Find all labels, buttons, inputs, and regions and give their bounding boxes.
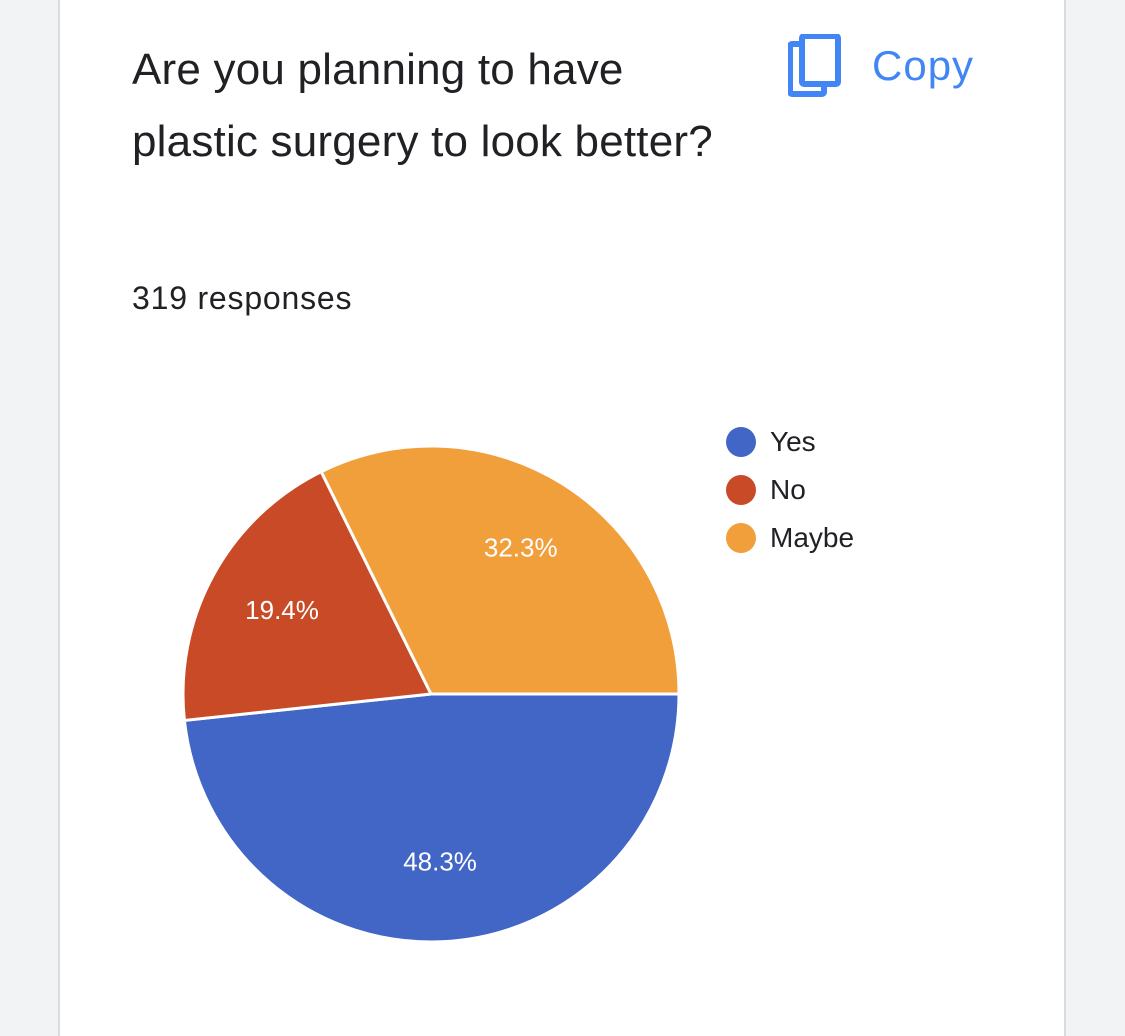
legend-label-maybe: Maybe <box>770 522 855 553</box>
copy-chart-button[interactable]: Copy <box>788 34 974 98</box>
legend-item-maybe: Maybe <box>726 514 854 562</box>
question-title: Are you planning to have plastic surgery… <box>132 45 713 166</box>
legend-item-no: No <box>726 466 854 514</box>
legend-item-yes: Yes <box>726 418 854 466</box>
question-card: Are you planning to have plastic surgery… <box>58 0 1066 1036</box>
copy-label: Copy <box>872 42 975 89</box>
legend-swatch-maybe <box>726 523 756 553</box>
pie-label-maybe: 32.3% <box>484 532 558 562</box>
pie-label-yes: 48.3% <box>403 847 477 877</box>
legend-swatch-no <box>726 475 756 505</box>
pie-label-no: 19.4% <box>245 595 319 625</box>
pie-slice-yes <box>182 692 681 944</box>
copy-icon <box>788 34 841 97</box>
chart-legend: Yes No Maybe <box>726 418 854 562</box>
response-count: 319 responses <box>132 280 353 316</box>
legend-label-no: No <box>770 474 806 505</box>
legend-swatch-yes <box>726 427 756 457</box>
pie-slice-no <box>181 470 433 722</box>
pie-chart: 48.3% 19.4% 32.3% <box>181 444 681 944</box>
legend-label-yes: Yes <box>770 426 816 457</box>
pie-slice-maybe <box>319 444 681 696</box>
